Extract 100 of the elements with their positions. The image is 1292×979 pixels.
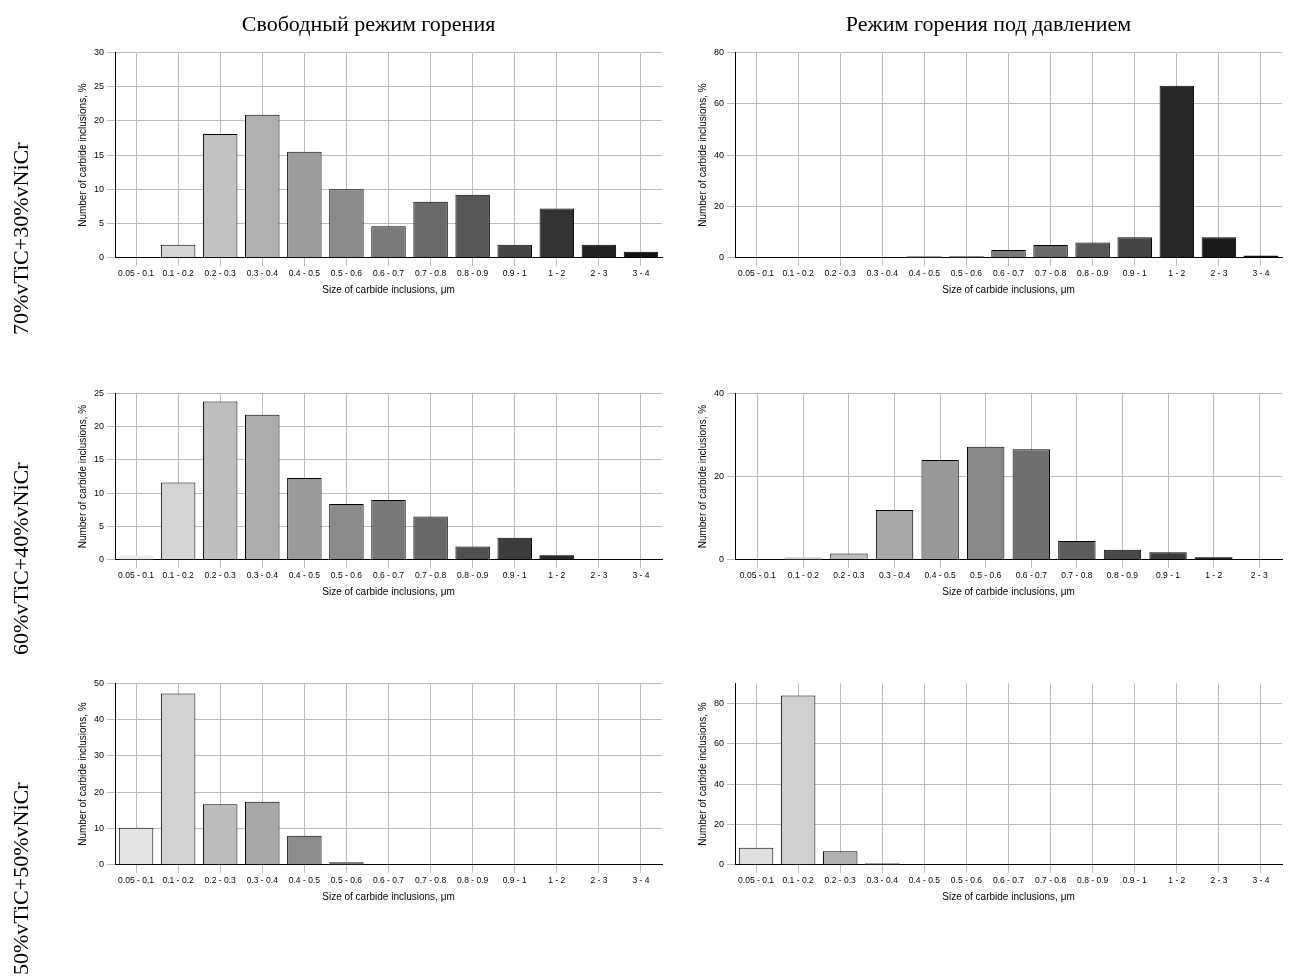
x-tick-label: 0.5 - 0.6 <box>330 875 363 886</box>
x-tick-label: 0.3 - 0.4 <box>866 268 899 279</box>
x-tick-label: 0.6 - 0.7 <box>372 570 405 581</box>
y-tick-label: 0 <box>99 554 105 565</box>
x-tick-label: 0.4 - 0.5 <box>288 268 321 279</box>
x-tick-label: 2 - 3 <box>1210 268 1228 279</box>
x-tick-label: 0.6 - 0.7 <box>992 268 1025 279</box>
x-tick-label: 1 - 2 <box>1205 570 1223 581</box>
x-tick-label: 0.1 - 0.2 <box>787 570 820 581</box>
x-axis-title: Size of carbide inclusions, μm <box>942 585 1075 597</box>
x-tick-label: 1 - 2 <box>548 875 566 886</box>
bar <box>1194 557 1233 560</box>
chart-title: Режим горения под давлением <box>845 10 1132 36</box>
x-tick-label: 0.7 - 0.8 <box>1034 268 1067 279</box>
x-tick-label: 0.05 - 0.1 <box>118 268 155 279</box>
x-tick-label: 0.8 - 0.9 <box>457 268 489 279</box>
x-tick-label: 0.5 - 0.6 <box>950 268 983 279</box>
x-tick-label: 0.4 - 0.5 <box>908 875 941 886</box>
x-tick-label: 0.6 - 0.7 <box>372 875 405 886</box>
x-tick-label: 1 - 2 <box>548 570 566 581</box>
chart-title: Свободный режим горения <box>241 10 496 36</box>
y-axis-title: Number of carbide inclusions, % <box>76 702 88 846</box>
x-tick-label: 1 - 2 <box>1168 268 1186 279</box>
y-tick-label: 20 <box>714 200 725 211</box>
x-tick-label: 0.9 - 1 <box>1122 268 1148 279</box>
y-tick-label: 10 <box>94 823 105 833</box>
x-tick-label: 3 - 4 <box>1252 875 1270 886</box>
y-tick-label: 15 <box>94 454 105 465</box>
y-axis-title: Number of carbide inclusions, % <box>696 83 708 227</box>
x-tick-label: 2 - 3 <box>1210 875 1228 886</box>
x-tick-label: 0.3 - 0.4 <box>246 570 279 581</box>
x-tick-label: 2 - 3 <box>1250 570 1268 581</box>
y-tick-label: 40 <box>714 387 725 398</box>
x-tick-label: 0.4 - 0.5 <box>288 570 321 581</box>
x-tick-label: 0.8 - 0.9 <box>1106 570 1139 581</box>
x-tick-label: 0.7 - 0.8 <box>414 875 447 886</box>
y-axis-title: Number of carbide inclusions, % <box>696 404 708 549</box>
x-tick-label: 0.8 - 0.9 <box>1077 268 1109 279</box>
y-tick-label: 20 <box>94 786 105 797</box>
x-tick-label: 0.1 - 0.2 <box>162 268 194 279</box>
x-tick-label: 0.05 - 0.1 <box>118 570 155 581</box>
x-tick-label: 0.8 - 0.9 <box>1077 875 1109 886</box>
x-tick-label: 0.4 - 0.5 <box>288 875 321 886</box>
x-tick-label: 2 - 3 <box>590 570 608 581</box>
y-tick-label: 40 <box>94 714 105 725</box>
x-tick-label: 0.7 - 0.8 <box>414 570 447 581</box>
x-axis-title: Size of carbide inclusions, μm <box>322 585 455 597</box>
x-tick-label: 0.5 - 0.6 <box>330 570 363 581</box>
x-tick-label: 0.1 - 0.2 <box>162 570 194 581</box>
x-tick-label: 0.9 - 1 <box>502 268 528 279</box>
y-tick-label: 0 <box>719 859 725 870</box>
x-tick-label: 0.2 - 0.3 <box>204 875 237 886</box>
y-axis-title: Number of carbide inclusions, % <box>696 702 708 846</box>
y-tick-label: 0 <box>99 252 105 263</box>
x-axis-title: Size of carbide inclusions, μm <box>942 890 1075 902</box>
x-tick-label: 0.5 - 0.6 <box>970 570 1002 581</box>
x-tick-label: 0.7 - 0.8 <box>1034 875 1067 886</box>
x-tick-label: 3 - 4 <box>632 268 650 279</box>
y-tick-label: 30 <box>94 46 105 57</box>
y-tick-label: 15 <box>94 149 105 160</box>
x-tick-label: 0.2 - 0.3 <box>204 268 237 279</box>
y-tick-label: 0 <box>719 252 725 263</box>
x-tick-label: 0.3 - 0.4 <box>866 875 899 886</box>
x-tick-label: 0.2 - 0.3 <box>833 570 865 581</box>
text: 70%vTiC+30%vNiCr <box>8 142 34 335</box>
x-tick-label: 0.05 - 0.1 <box>739 570 777 581</box>
x-tick-label: 0.7 - 0.8 <box>1061 570 1093 581</box>
x-tick-label: 0.05 - 0.1 <box>738 268 775 279</box>
x-tick-label: 0.05 - 0.1 <box>118 875 155 886</box>
x-tick-label: 0.6 - 0.7 <box>992 875 1025 886</box>
y-tick-label: 5 <box>99 521 105 531</box>
x-tick-label: 0.6 - 0.7 <box>372 268 405 279</box>
x-tick-label: 0.3 - 0.4 <box>246 875 279 886</box>
x-tick-label: 0.8 - 0.9 <box>457 570 489 581</box>
x-tick-label: 0.8 - 0.9 <box>457 875 489 886</box>
x-tick-label: 1 - 2 <box>1168 875 1186 886</box>
x-tick-label: 3 - 4 <box>632 875 650 886</box>
x-tick-label: 0.4 - 0.5 <box>924 570 956 581</box>
x-tick-label: 0.1 - 0.2 <box>782 268 814 279</box>
x-tick-label: 2 - 3 <box>590 875 608 886</box>
x-tick-label: 0.9 - 1 <box>1155 570 1181 581</box>
x-tick-label: 0.9 - 1 <box>502 875 528 886</box>
x-tick-label: 3 - 4 <box>632 570 650 581</box>
y-tick-label: 25 <box>94 387 105 398</box>
y-tick-label: 40 <box>714 149 725 160</box>
x-tick-label: 1 - 2 <box>548 268 566 279</box>
x-tick-label: 0.4 - 0.5 <box>908 268 941 279</box>
y-tick-label: 60 <box>714 738 725 749</box>
y-axis-title: Number of carbide inclusions, % <box>76 83 88 227</box>
y-tick-label: 5 <box>99 218 105 229</box>
x-tick-label: 0.9 - 1 <box>502 570 528 581</box>
x-tick-label: 0.2 - 0.3 <box>824 875 857 886</box>
x-tick-label: 0.2 - 0.3 <box>824 268 857 279</box>
x-tick-label: 3 - 4 <box>1252 268 1270 279</box>
bar <box>539 555 575 560</box>
y-tick-label: 20 <box>94 421 105 432</box>
y-tick-label: 10 <box>94 183 105 194</box>
y-tick-label: 20 <box>94 115 105 126</box>
y-tick-label: 25 <box>94 81 105 92</box>
x-tick-label: 0.5 - 0.6 <box>950 875 983 886</box>
